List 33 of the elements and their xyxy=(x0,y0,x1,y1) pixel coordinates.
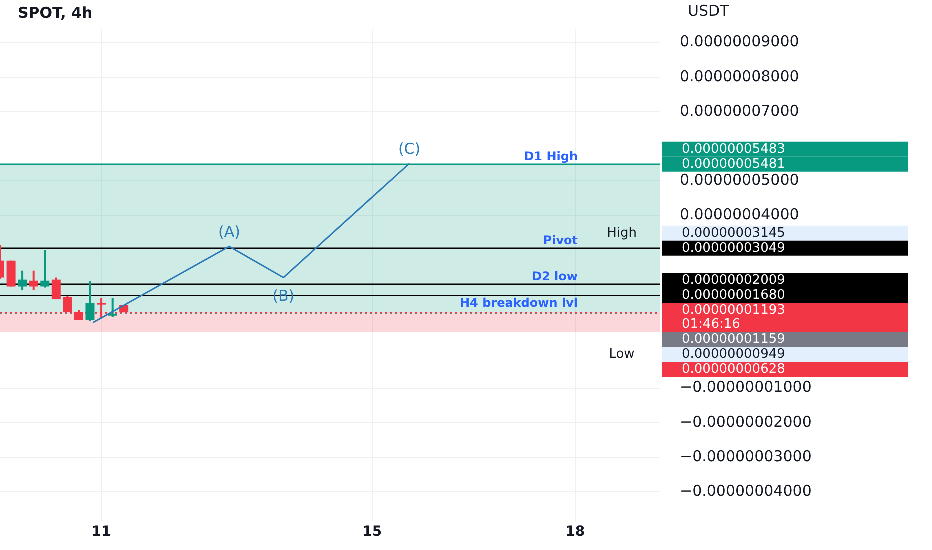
x-tick-label: 11 xyxy=(92,524,112,540)
annotation: Pivot xyxy=(543,234,578,248)
y-axis-title: USDT xyxy=(688,2,730,20)
x-tick-label: 15 xyxy=(362,524,382,540)
x-tick-label: 18 xyxy=(566,524,586,540)
ref-line-label: 0.00000003049 xyxy=(682,240,786,256)
ref-line-label: 0.00000001159 xyxy=(682,332,786,348)
ref-line-label: 0.00000001193 xyxy=(682,303,786,318)
annotation: High xyxy=(607,226,637,241)
y-tick-label: 0.00000007000 xyxy=(680,102,800,120)
annotation: (C) xyxy=(398,140,421,158)
y-tick-label: −0.00000002000 xyxy=(680,412,812,431)
y-tick-label: 0.00000004000 xyxy=(680,205,800,224)
annotation: (A) xyxy=(218,223,240,242)
ref-line-label: 0.00000002009 xyxy=(682,273,786,288)
annotation: Low xyxy=(609,347,636,362)
annotation: H4 breakdown lvl xyxy=(460,296,578,310)
chart-title: SPOT, 4h xyxy=(18,4,93,22)
annotation: D1 High xyxy=(524,150,578,164)
y-tick-label: 0.00000008000 xyxy=(680,67,800,86)
text: 0.00000000949 xyxy=(682,347,786,362)
ref-line-label: 0.00000001680 xyxy=(682,288,786,304)
annotation: D2 low xyxy=(532,269,578,284)
text: 0.00000003145 xyxy=(682,226,786,241)
ref-line-label: 0.00000005481 xyxy=(682,156,786,172)
y-tick-label: 0.00000009000 xyxy=(680,32,800,51)
y-tick-label: −0.00000004000 xyxy=(680,482,812,500)
y-tick-label: −0.00000003000 xyxy=(680,447,812,466)
text: 01:46:16 xyxy=(682,317,740,332)
text: 0.00000005483 xyxy=(682,142,786,157)
text: 0.00000000628 xyxy=(682,362,786,378)
y-tick-label: 0.00000005000 xyxy=(680,170,800,189)
y-tick-label: −0.00000001000 xyxy=(680,378,812,396)
